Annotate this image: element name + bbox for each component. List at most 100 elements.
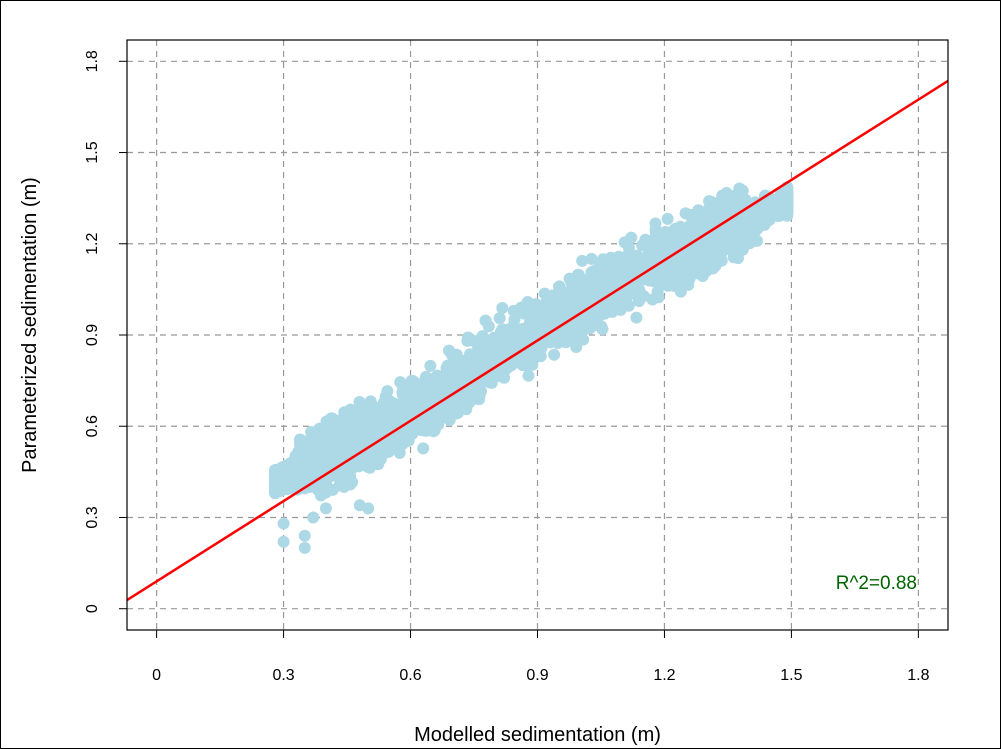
scatter-point xyxy=(662,273,674,285)
scatter-point xyxy=(516,358,528,370)
scatter-point xyxy=(421,394,433,406)
scatter-point xyxy=(310,463,322,475)
scatter-point xyxy=(675,286,687,298)
scatter-point xyxy=(644,245,656,257)
scatter-point xyxy=(592,305,604,317)
scatter-point xyxy=(728,197,740,209)
scatter-point xyxy=(392,402,404,414)
scatter-point xyxy=(526,359,538,371)
scatter-point xyxy=(606,306,618,318)
scatter-point xyxy=(558,291,570,303)
y-axis: 0 0.3 0.6 0.9 1.2 1.5 1.8 xyxy=(84,50,127,613)
x-tick-label: 0.3 xyxy=(272,667,294,684)
scatter-point-outlier xyxy=(320,502,332,514)
scatter-point xyxy=(571,324,583,336)
data-points xyxy=(269,181,793,554)
y-tick-label: 1.5 xyxy=(84,141,101,163)
scatter-point xyxy=(744,234,756,246)
scatter-point xyxy=(322,439,334,451)
scatter-point xyxy=(541,296,553,308)
scatter-point xyxy=(599,271,611,283)
x-tick-label: 1.8 xyxy=(907,667,929,684)
scatter-point xyxy=(494,312,506,324)
scatter-point xyxy=(496,302,508,314)
scatter-point-outlier xyxy=(781,192,793,204)
fit-line-group xyxy=(127,81,948,600)
scatter-point xyxy=(690,267,702,279)
scatter-point xyxy=(628,260,640,272)
scatter-point xyxy=(522,296,534,308)
scatter-point-outlier xyxy=(760,207,772,219)
scatter-point xyxy=(461,335,473,347)
scatter-point-outlier xyxy=(307,511,319,523)
scatter-point xyxy=(577,334,589,346)
x-tick-label: 1.5 xyxy=(780,667,802,684)
scatter-point xyxy=(297,455,309,467)
scatter-point-outlier xyxy=(299,542,311,554)
y-tick-label: 0 xyxy=(84,604,101,613)
scatter-point xyxy=(703,195,715,207)
scatter-point xyxy=(494,328,506,340)
scatter-point xyxy=(729,220,741,232)
scatter-point-outlier xyxy=(278,518,290,530)
scatter-point xyxy=(542,319,554,331)
scatter-point xyxy=(447,350,459,362)
scatter-point xyxy=(597,256,609,268)
scatter-point xyxy=(619,236,631,248)
scatter-point xyxy=(365,395,377,407)
scatter-point xyxy=(294,433,306,445)
y-tick-label: 0.3 xyxy=(84,506,101,528)
scatter-point xyxy=(564,273,576,285)
scatter-point xyxy=(664,236,676,248)
scatter-point-outlier xyxy=(692,204,704,216)
scatter-point xyxy=(590,319,602,331)
y-axis-label: Parameterized sedimentation (m) xyxy=(19,177,41,473)
x-axis-label: Modelled sedimentation (m) xyxy=(414,724,661,746)
scatter-point xyxy=(662,213,674,225)
scatter-point xyxy=(427,425,439,437)
scatter-point-outlier xyxy=(680,207,692,219)
scatter-point xyxy=(269,475,281,487)
scatter-point xyxy=(585,266,597,278)
fit-line xyxy=(127,81,948,600)
scatter-point xyxy=(391,412,403,424)
scatter-point xyxy=(424,360,436,372)
scatter-point xyxy=(444,371,456,383)
y-tick-label: 1.8 xyxy=(84,50,101,72)
scatter-point xyxy=(676,270,688,282)
x-tick-label: 1.2 xyxy=(653,667,675,684)
scatter-point xyxy=(653,291,665,303)
scatter-point xyxy=(320,487,332,499)
y-tick-label: 0.9 xyxy=(84,324,101,346)
scatter-point xyxy=(522,370,534,382)
x-axis: 0 0.3 0.6 0.9 1.2 1.5 1.8 xyxy=(152,630,929,684)
y-tick-label: 0.6 xyxy=(84,415,101,437)
scatter-point xyxy=(653,227,665,239)
scatter-point xyxy=(576,255,588,267)
scatter-point-outlier xyxy=(278,536,290,548)
scatter-point xyxy=(356,433,368,445)
scatter-point xyxy=(391,440,403,452)
scatter-point xyxy=(406,375,418,387)
scatter-point xyxy=(515,328,527,340)
scatter-point xyxy=(336,423,348,435)
scatter-point xyxy=(737,185,749,197)
x-tick-label: 0 xyxy=(152,667,161,684)
scatter-point xyxy=(548,349,560,361)
scatter-point xyxy=(695,247,707,259)
y-tick-label: 1.2 xyxy=(84,233,101,255)
x-tick-label: 0.9 xyxy=(526,667,548,684)
scatter-point-outlier xyxy=(362,502,374,514)
x-tick-label: 0.6 xyxy=(399,667,421,684)
scatter-point xyxy=(571,285,583,297)
scatter-point xyxy=(700,265,712,277)
scatter-point-outlier xyxy=(299,530,311,542)
scatter-point xyxy=(740,211,752,223)
scatter-point xyxy=(417,442,429,454)
r-squared-annotation: R^2=0.88 xyxy=(836,573,917,594)
scatter-point xyxy=(473,356,485,368)
scatter-point xyxy=(291,471,303,483)
scatter-point xyxy=(334,477,346,489)
scatter-point xyxy=(508,305,520,317)
